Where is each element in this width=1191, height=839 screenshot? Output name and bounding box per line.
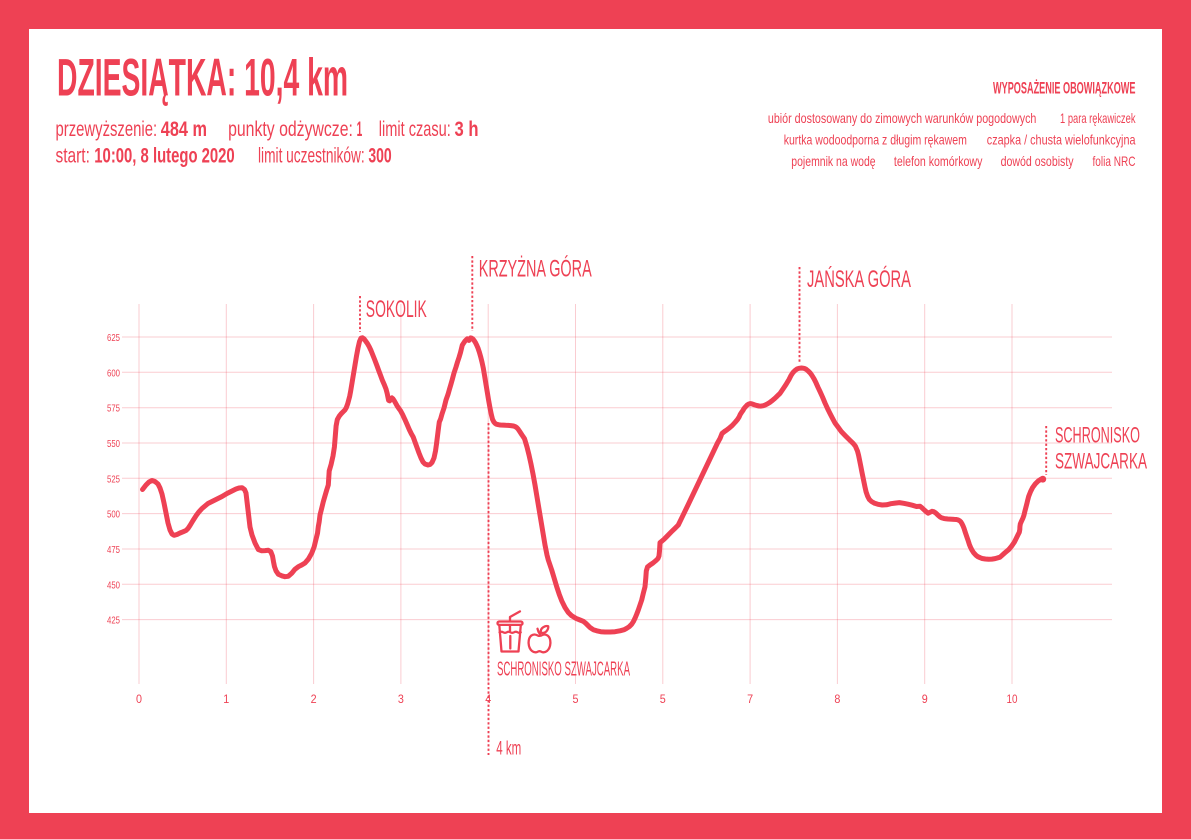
svg-text:DZIESIĄTKA: 10,4 km: DZIESIĄTKA: 10,4 km: [57, 49, 348, 108]
svg-text:500: 500: [107, 509, 120, 521]
svg-text:dowód osobisty: dowód osobisty: [1001, 153, 1074, 169]
svg-text:3: 3: [398, 694, 404, 706]
svg-text:limit uczestników:: limit uczestników:: [258, 144, 365, 167]
svg-text:575: 575: [107, 403, 120, 415]
svg-text:300: 300: [368, 144, 391, 167]
svg-text:telefon komórkowy: telefon komórkowy: [894, 153, 983, 169]
svg-text:JAŃSKA GÓRA: JAŃSKA GÓRA: [807, 266, 911, 293]
svg-text:1 para rękawiczek: 1 para rękawiczek: [1060, 110, 1136, 126]
svg-text:550: 550: [107, 438, 120, 450]
svg-text:przewyższenie:: przewyższenie:: [56, 118, 158, 141]
svg-text:5: 5: [573, 694, 579, 706]
svg-text:10: 10: [1007, 694, 1018, 706]
svg-text:czapka / chusta wielofunkcyjna: czapka / chusta wielofunkcyjna: [987, 132, 1136, 148]
svg-text:10:00, 8 lutego 2020: 10:00, 8 lutego 2020: [94, 144, 234, 167]
svg-text:425: 425: [107, 615, 120, 627]
svg-text:600: 600: [107, 367, 120, 379]
svg-text:folia NRC: folia NRC: [1093, 153, 1136, 169]
svg-text:limit czasu:: limit czasu:: [379, 118, 451, 141]
svg-text:start:: start:: [56, 144, 90, 167]
svg-text:4: 4: [485, 694, 492, 706]
svg-text:4 km: 4 km: [496, 738, 521, 760]
svg-text:7: 7: [747, 694, 753, 706]
svg-text:625: 625: [107, 332, 120, 344]
svg-text:SOKOLIK: SOKOLIK: [366, 296, 427, 323]
svg-text:ubiór dostosowany do zimowych: ubiór dostosowany do zimowych warunków p…: [768, 110, 1037, 126]
svg-text:5: 5: [660, 694, 666, 706]
svg-text:punkty odżywcze:: punkty odżywcze:: [228, 118, 353, 141]
svg-text:9: 9: [922, 694, 928, 706]
svg-text:525: 525: [107, 473, 120, 485]
svg-text:1: 1: [223, 694, 229, 706]
svg-text:pojemnik na wodę: pojemnik na wodę: [791, 153, 875, 169]
svg-text:WYPOSAŻENIE OBOWIĄZKOWE: WYPOSAŻENIE OBOWIĄZKOWE: [993, 79, 1136, 97]
svg-text:1: 1: [357, 118, 363, 141]
svg-text:SZWAJCARKA: SZWAJCARKA: [1055, 449, 1147, 474]
svg-text:SCHRONISKO SZWAJCARKA: SCHRONISKO SZWAJCARKA: [497, 659, 630, 681]
svg-text:0: 0: [136, 694, 142, 706]
svg-text:2: 2: [311, 694, 317, 706]
svg-text:3 h: 3 h: [455, 118, 479, 141]
svg-text:8: 8: [834, 694, 840, 706]
svg-text:450: 450: [107, 579, 120, 591]
svg-text:484 m: 484 m: [161, 118, 207, 141]
svg-text:475: 475: [107, 544, 120, 556]
svg-text:SCHRONISKO: SCHRONISKO: [1055, 422, 1140, 447]
svg-text:kurtka wodoodporna z długim rę: kurtka wodoodporna z długim rękawem: [784, 132, 967, 148]
svg-text:KRZYŻNA GÓRA: KRZYŻNA GÓRA: [479, 256, 592, 283]
